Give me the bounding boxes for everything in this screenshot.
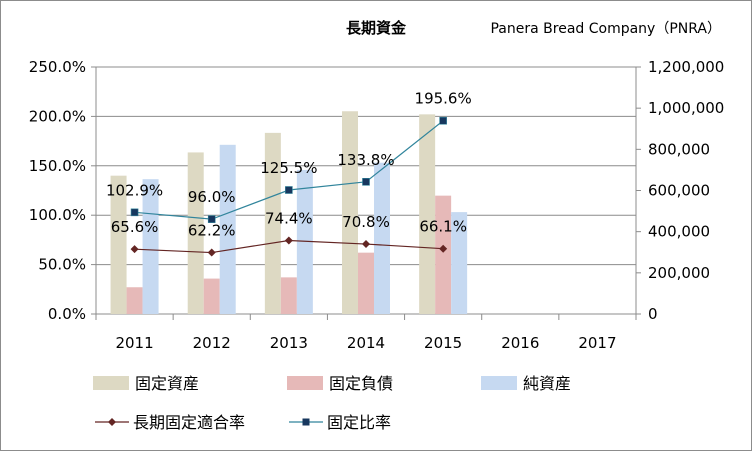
x-tick-label: 2011 <box>115 334 153 352</box>
legend-label: 長期固定適合率 <box>133 413 245 432</box>
y-left-tick-label: 0.0% <box>48 305 86 323</box>
data-label: 133.8% <box>337 151 394 169</box>
company-label: Panera Bread Company（PNRA） <box>490 21 721 37</box>
y-right-tick-label: 600,000 <box>648 182 710 200</box>
point-diamond <box>284 236 293 245</box>
bar-2 <box>435 195 452 314</box>
y-right-tick-label: 1,200,000 <box>648 58 724 76</box>
x-tick-label: 2014 <box>347 334 385 352</box>
bar-1 <box>187 152 204 314</box>
point-square <box>362 178 370 186</box>
bar-2 <box>203 278 220 314</box>
point-square <box>439 116 447 125</box>
point-square <box>207 215 216 223</box>
y-right-tick-label: 200,000 <box>648 264 710 282</box>
data-label: 102.9% <box>106 181 163 199</box>
bar-3 <box>451 212 468 314</box>
legend-label: 固定負債 <box>329 374 393 393</box>
x-tick-label: 2016 <box>501 334 539 352</box>
point-square <box>285 186 293 194</box>
legend-marker-diamond <box>108 418 116 426</box>
bar-3 <box>296 169 313 314</box>
bar-1 <box>419 114 436 314</box>
legend-marker-square <box>302 418 310 426</box>
point-diamond <box>439 244 448 253</box>
y-right-tick-label: 0 <box>648 305 658 323</box>
bar-2 <box>358 252 374 314</box>
point-diamond <box>130 245 139 254</box>
legend-label: 固定比率 <box>327 413 391 432</box>
legend-swatch <box>481 376 517 390</box>
data-label: 96.0% <box>188 188 236 206</box>
point-diamond <box>362 240 370 249</box>
x-tick-label: 2012 <box>193 334 231 352</box>
data-label: 70.8% <box>342 213 390 231</box>
y-left-tick-label: 150.0% <box>29 157 86 175</box>
bar-2 <box>126 287 143 314</box>
bar-1 <box>264 132 281 314</box>
x-tick-label: 2015 <box>424 334 462 352</box>
y-left-tick-label: 100.0% <box>29 206 86 224</box>
chart-title: 長期資金 <box>346 19 407 37</box>
legend-swatch <box>93 376 129 390</box>
data-label: 125.5% <box>260 159 317 177</box>
bar-3 <box>374 162 390 314</box>
y-right-tick-label: 400,000 <box>648 223 710 241</box>
data-label: 65.6% <box>111 218 159 236</box>
data-label: 62.2% <box>188 222 236 240</box>
y-left-tick-label: 200.0% <box>29 107 86 125</box>
y-left-tick-label: 50.0% <box>38 256 86 274</box>
legend-label: 純資産 <box>523 374 571 393</box>
legend-swatch <box>287 376 323 390</box>
bar-2 <box>280 277 297 314</box>
legend-label: 固定資産 <box>135 374 199 393</box>
point-square <box>130 208 139 217</box>
data-label: 74.4% <box>265 209 313 227</box>
bar-1 <box>110 175 127 314</box>
y-right-tick-label: 1,000,000 <box>648 99 724 117</box>
data-label: 195.6% <box>415 90 472 108</box>
data-label: 66.1% <box>419 218 467 236</box>
x-tick-label: 2017 <box>578 334 616 352</box>
y-left-tick-label: 250.0% <box>29 58 86 76</box>
y-right-tick-label: 800,000 <box>648 140 710 158</box>
bar-3 <box>219 144 236 314</box>
bar-3 <box>142 179 159 314</box>
point-diamond <box>207 248 216 257</box>
x-tick-label: 2013 <box>270 334 308 352</box>
bar-1 <box>342 111 358 314</box>
